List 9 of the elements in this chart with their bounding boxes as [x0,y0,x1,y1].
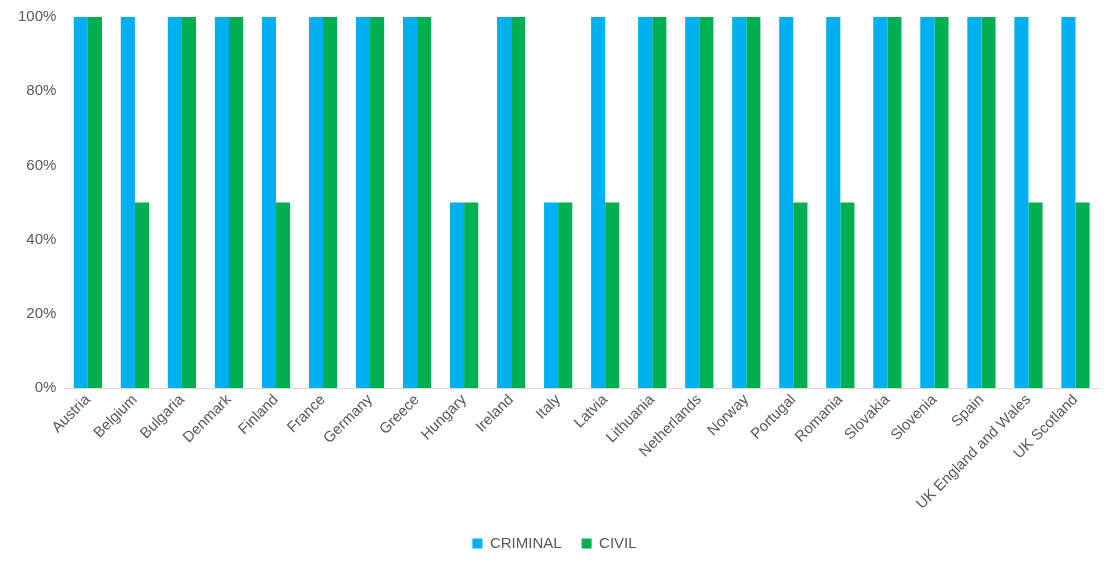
y-tick-label: 20% [26,303,57,321]
legend-label: CIVIL [599,533,637,551]
legend-label: CRIMINAL [489,533,562,551]
y-tick-label: 100% [17,7,57,25]
y-tick-label: 80% [26,81,57,99]
x-tick-label: Italy [531,390,564,422]
y-tick-label: 60% [26,155,57,173]
y-tick-label: 40% [26,229,57,247]
y-tick-label: 0% [34,378,57,396]
